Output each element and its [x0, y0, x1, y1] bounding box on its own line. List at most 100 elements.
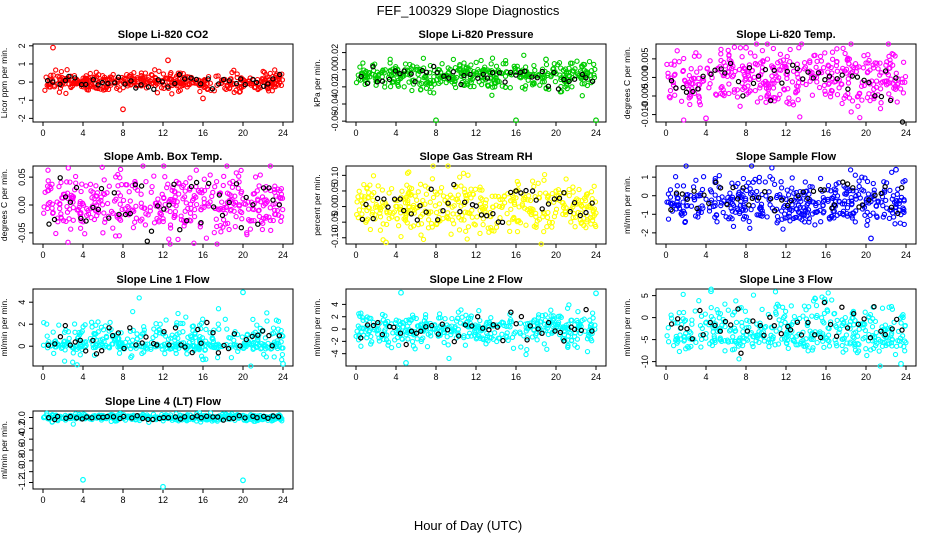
hourly-point — [578, 327, 585, 334]
hourly-point — [486, 327, 492, 333]
data-point — [193, 167, 199, 173]
data-point — [717, 326, 723, 332]
data-point — [404, 182, 410, 188]
x-tick-label: 16 — [198, 372, 208, 382]
data-point — [534, 337, 540, 343]
data-point — [462, 209, 468, 215]
hourly-point — [882, 183, 888, 190]
data-point — [852, 219, 858, 225]
data-point — [190, 323, 196, 329]
data-point — [445, 210, 451, 216]
data-point — [750, 292, 757, 298]
data-point — [357, 313, 363, 319]
data-point — [91, 330, 97, 337]
hourly-point — [706, 200, 712, 207]
data-point — [279, 77, 286, 83]
data-point — [711, 333, 717, 339]
data-point — [450, 56, 457, 63]
hourly-point — [701, 192, 707, 198]
hourly-point — [386, 76, 393, 83]
data-point — [489, 84, 496, 90]
hourly-point — [209, 86, 216, 92]
x-tick-label: 0 — [663, 250, 668, 260]
data-point — [478, 81, 485, 88]
data-point — [812, 209, 818, 215]
x-tick-label: 24 — [591, 372, 601, 382]
hourly-point — [697, 307, 703, 314]
hourly-point — [785, 323, 791, 330]
data-point — [587, 204, 593, 210]
y-axis-label: ml/min per min. — [622, 298, 632, 356]
hourly-point — [277, 71, 283, 78]
y-tick-label: -1.2 — [17, 475, 27, 491]
hourly-point — [445, 200, 451, 206]
data-point — [367, 226, 374, 233]
data-point — [759, 213, 765, 219]
data-point — [473, 336, 479, 342]
data-point — [860, 325, 866, 331]
data-point — [222, 316, 228, 322]
data-point — [735, 180, 741, 187]
data-point — [834, 212, 840, 218]
hourly-point — [358, 73, 364, 80]
data-point — [867, 311, 874, 318]
data-point — [563, 211, 569, 218]
data-point — [432, 203, 438, 209]
hourly-point — [583, 209, 589, 216]
data-point — [119, 206, 125, 213]
data-point — [423, 74, 429, 80]
data-point — [853, 69, 859, 75]
hourly-point — [46, 415, 52, 421]
hourly-point — [90, 337, 96, 344]
x-tick-label: 24 — [278, 250, 288, 260]
data-point — [98, 86, 104, 92]
data-point — [530, 71, 536, 78]
data-point — [681, 55, 687, 62]
data-point — [839, 342, 845, 349]
data-point — [777, 326, 783, 332]
data-point — [777, 91, 783, 98]
data-point — [827, 94, 834, 100]
data-point — [238, 84, 244, 90]
data-point — [58, 68, 65, 75]
hourly-point — [708, 71, 714, 78]
data-point — [473, 59, 479, 66]
data-point — [834, 68, 840, 74]
data-point — [151, 220, 158, 226]
data-point — [377, 207, 384, 213]
data-point — [734, 340, 740, 346]
hourly-point — [115, 74, 122, 80]
data-point — [79, 181, 85, 187]
x-tick-label: 24 — [901, 128, 911, 138]
data-point — [587, 317, 593, 323]
data-point — [394, 334, 401, 341]
data-point — [902, 322, 908, 329]
data-point — [110, 71, 116, 78]
data-point — [765, 339, 772, 345]
data-point — [740, 202, 747, 208]
data-point — [752, 87, 758, 94]
data-point — [236, 173, 242, 179]
data-point — [149, 183, 155, 190]
data-point — [506, 220, 512, 226]
y-tick-label: 0 — [17, 80, 27, 85]
data-point — [535, 323, 541, 329]
hourly-point — [210, 414, 216, 420]
data-point — [570, 68, 576, 74]
data-point — [168, 70, 174, 76]
x-tick-label: 24 — [278, 495, 288, 505]
data-point — [247, 218, 253, 224]
x-tick-label: 4 — [393, 128, 398, 138]
hourly-point — [134, 413, 140, 419]
data-point — [407, 61, 413, 68]
y-tick-label: -5 — [640, 336, 650, 344]
data-point — [380, 221, 386, 227]
outlier-point — [893, 166, 899, 173]
data-point — [852, 172, 858, 178]
data-point — [100, 230, 106, 236]
data-point — [850, 188, 856, 194]
data-point — [129, 337, 136, 343]
data-point — [399, 336, 406, 342]
data-point — [50, 72, 56, 78]
y-tick-label: 2 — [17, 43, 27, 48]
